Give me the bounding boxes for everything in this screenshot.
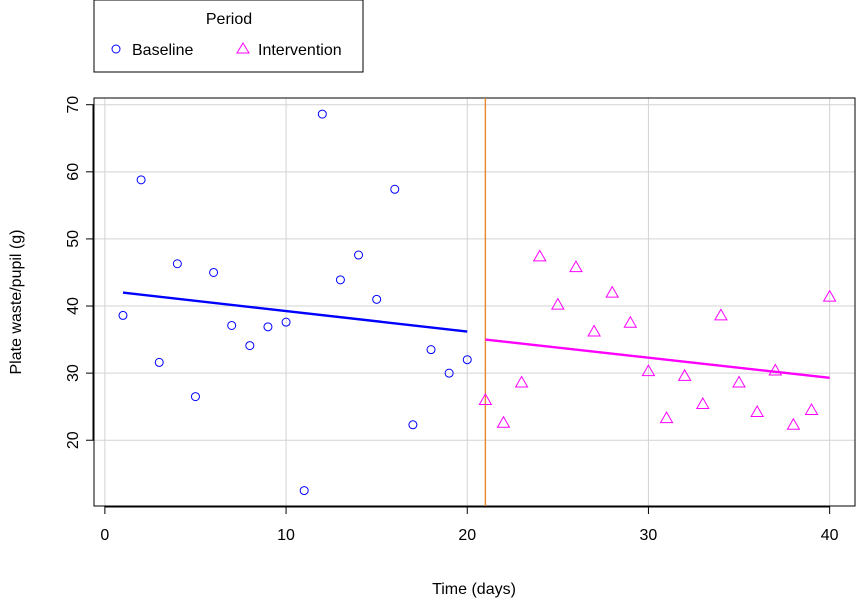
x-tick-label: 40: [821, 527, 839, 544]
intervention-point: [532, 249, 547, 262]
legend-entry-intervention: Intervention: [258, 42, 342, 59]
intervention-point: [514, 375, 529, 388]
intervention-point: [732, 375, 746, 388]
y-axis-label: Plate waste/pupil (g): [8, 230, 25, 375]
baseline-point: [426, 345, 436, 355]
baseline-point: [372, 294, 382, 304]
y-tick-label: 70: [65, 96, 82, 114]
intervention-point: [478, 392, 493, 405]
intervention-point: [822, 289, 837, 302]
baseline-point: [227, 320, 237, 330]
intervention-point: [496, 415, 511, 428]
intervention-point: [786, 417, 801, 430]
gridlines: [94, 98, 855, 506]
y-tick-label: 20: [65, 431, 82, 449]
baseline-point: [335, 275, 345, 285]
baseline-point: [317, 109, 327, 119]
baseline-point: [299, 486, 309, 496]
x-axis-label: Time (days): [432, 581, 516, 598]
data-points: [118, 109, 837, 496]
plot-frame: [93, 97, 856, 507]
baseline-point: [462, 355, 472, 365]
intervention-point: [750, 405, 765, 418]
baseline-point: [172, 259, 182, 269]
intervention-point: [677, 368, 692, 381]
intervention-point: [623, 315, 638, 328]
baseline-point: [390, 184, 400, 194]
legend-title: Period: [206, 11, 252, 28]
baseline-trend-line: [122, 291, 468, 333]
x-tick-label: 10: [277, 527, 295, 544]
fit-lines: [122, 98, 830, 506]
x-axis: 0 10 20 30 40: [100, 506, 839, 544]
x-tick-label: 0: [100, 527, 109, 544]
legend-marker-intervention: [236, 42, 250, 54]
x-tick-label: 20: [458, 527, 476, 544]
intervention-point: [569, 260, 583, 273]
intervention-point: [605, 285, 620, 298]
y-tick-label: 50: [65, 230, 82, 248]
y-tick-label: 40: [65, 297, 82, 315]
baseline-point: [154, 357, 164, 367]
baseline-point: [408, 420, 418, 430]
baseline-point: [245, 341, 255, 351]
intervention-point: [768, 363, 783, 376]
intervention-point: [714, 308, 728, 321]
y-axis: 20 30 40 50 60 70: [65, 96, 94, 449]
intervention-point: [550, 297, 565, 310]
y-tick-label: 30: [65, 364, 82, 382]
intervention-point: [804, 403, 819, 416]
baseline-point: [281, 317, 291, 327]
legend-box: [93, 0, 364, 73]
baseline-point: [136, 175, 146, 185]
intervention-point: [659, 411, 674, 424]
baseline-point: [190, 392, 200, 402]
intervention-trend-line: [485, 338, 830, 380]
intervention-point: [695, 396, 710, 409]
legend: Period Baseline Intervention: [93, 0, 364, 73]
intervention-point: [641, 364, 656, 377]
y-tick-label: 60: [65, 163, 82, 181]
baseline-point: [118, 310, 128, 320]
x-tick-label: 30: [640, 527, 658, 544]
baseline-point: [263, 322, 273, 332]
baseline-point: [209, 267, 219, 277]
legend-marker-baseline: [111, 44, 121, 54]
baseline-point: [354, 250, 364, 260]
baseline-point: [444, 368, 454, 378]
intervention-point: [587, 324, 601, 337]
legend-entry-baseline: Baseline: [132, 42, 193, 59]
